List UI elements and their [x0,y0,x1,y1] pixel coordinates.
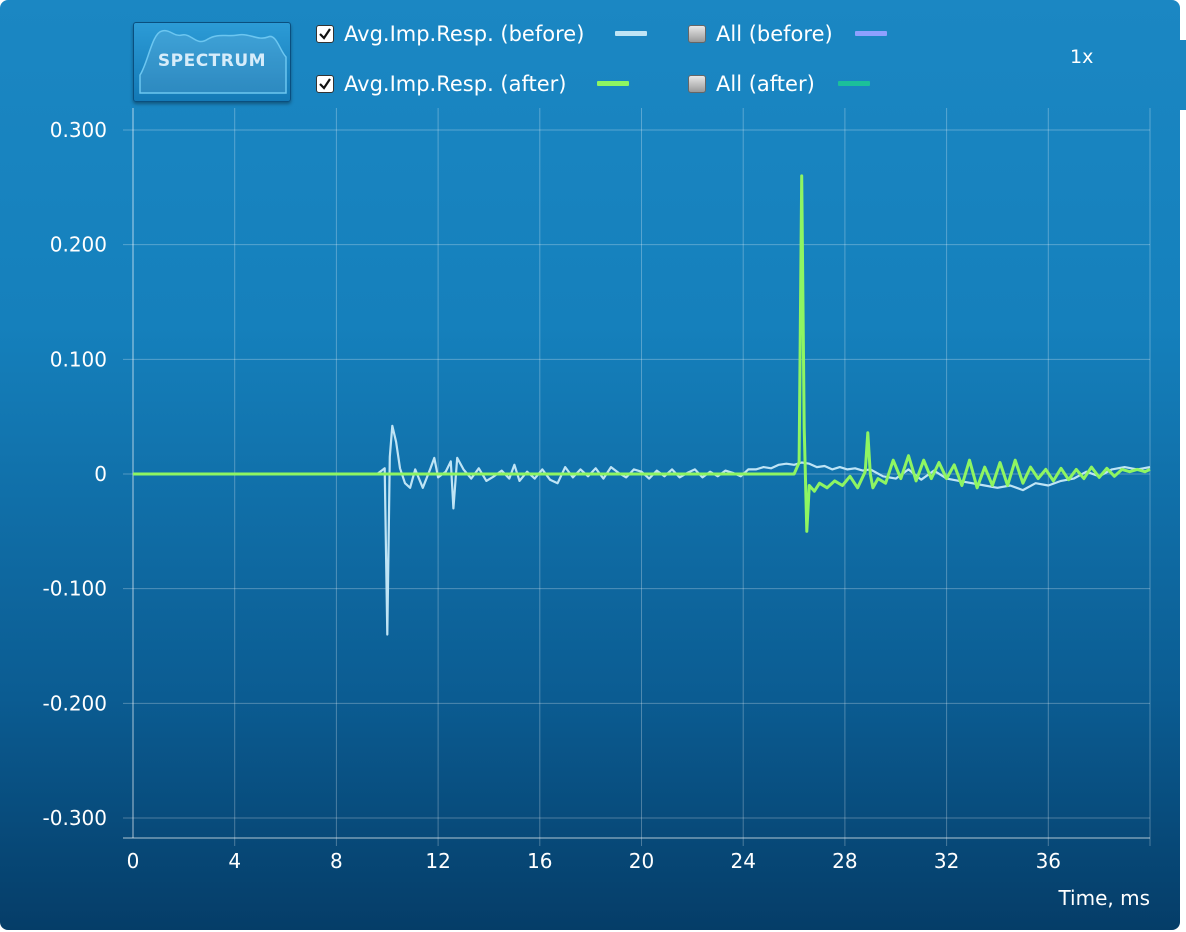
legend-label-all-before: All (before) [716,22,833,46]
x-tick-label: 8 [330,849,343,873]
spectrum-button-label: SPECTRUM [157,51,267,71]
spectrum-thumbnail-icon [139,29,287,94]
legend-item-all-before[interactable]: All (before) [688,19,833,49]
y-tick-label: 0.100 [50,347,107,371]
legend-label-all-after: All (after) [716,72,815,96]
y-tick-label: -0.300 [43,806,107,830]
y-tick-label: 0.300 [50,118,107,142]
legend-swatch-all-before [855,31,887,36]
y-tick-label: -0.100 [43,577,107,601]
series-after-line [133,174,1151,533]
all-before-checkbox[interactable] [688,25,706,43]
y-tick-label: -0.200 [43,691,107,715]
x-axis-label: Time, ms [1057,886,1150,910]
y-tick-label: 0 [94,462,107,486]
legend-item-all-after[interactable]: All (after) [688,69,815,99]
legend-item-before[interactable]: Avg.Imp.Resp. (before) [316,19,584,49]
x-tick-label: 24 [730,849,755,873]
y-axis-ticks: 0.300 0.200 0.100 0 -0.100 -0.200 -0.300 [43,118,107,830]
x-tick-label: 20 [629,849,654,873]
x-tick-label: 32 [934,849,959,873]
all-after-checkbox[interactable] [688,75,706,93]
x-axis-ticks: 0 4 8 12 16 20 24 28 32 36 [127,849,1061,873]
x-tick-label: 28 [832,849,857,873]
chart-series [133,174,1151,636]
x-tick-label: 36 [1036,849,1061,873]
legend-label-after: Avg.Imp.Resp. (after) [344,72,567,96]
legend-swatch-all-after [838,81,870,86]
spectrum-button[interactable]: SPECTRUM [133,22,291,102]
legend-swatch-before [615,31,647,36]
x-tick-label: 12 [425,849,450,873]
x-tick-label: 4 [228,849,241,873]
legend-swatch-after [597,81,629,86]
y-tick-label: 0.200 [50,233,107,257]
checkmark-icon [319,28,331,40]
legend-label-before: Avg.Imp.Resp. (before) [344,22,585,46]
x-tick-label: 16 [527,849,552,873]
chart-grid [123,108,1151,846]
after-checkbox[interactable] [316,75,334,93]
legend-item-after[interactable]: Avg.Imp.Resp. (after) [316,69,566,99]
x-tick-label: 0 [127,849,140,873]
before-checkbox[interactable] [316,25,334,43]
zoom-level[interactable]: 1x [1070,46,1094,68]
checkmark-icon [319,78,331,90]
right-edge [1180,0,1186,932]
